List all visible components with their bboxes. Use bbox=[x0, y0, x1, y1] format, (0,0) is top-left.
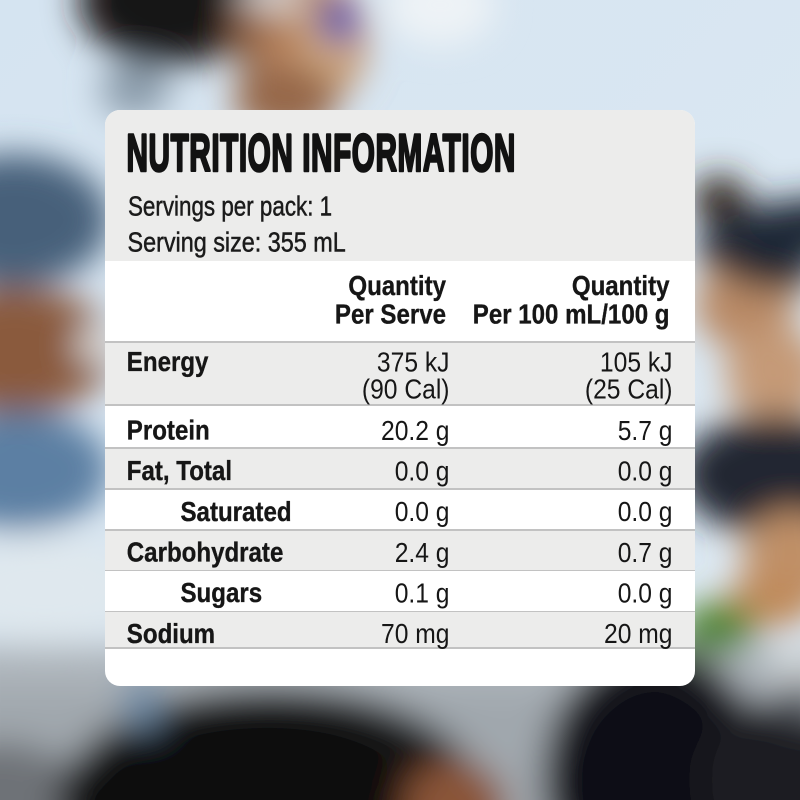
svg-text:20.2 g: 20.2 g bbox=[381, 415, 449, 447]
svg-text:0.0 g: 0.0 g bbox=[618, 496, 673, 528]
svg-text:375 kJ: 375 kJ bbox=[377, 346, 450, 378]
svg-text:0.7 g: 0.7 g bbox=[618, 537, 673, 569]
svg-text:0.0 g: 0.0 g bbox=[618, 455, 673, 487]
svg-text:NUTRITION INFORMATION: NUTRITION INFORMATION bbox=[127, 124, 516, 183]
svg-text:Protein: Protein bbox=[127, 414, 210, 446]
svg-text:Per Serve: Per Serve bbox=[335, 298, 446, 330]
svg-text:(25 Cal): (25 Cal) bbox=[585, 373, 673, 405]
svg-text:Sugars: Sugars bbox=[181, 576, 263, 608]
svg-text:0.0 g: 0.0 g bbox=[395, 496, 450, 528]
svg-text:70 mg: 70 mg bbox=[381, 618, 449, 650]
svg-text:Saturated: Saturated bbox=[181, 495, 292, 527]
svg-text:Sodium: Sodium bbox=[127, 617, 215, 649]
svg-text:Fat, Total: Fat, Total bbox=[127, 454, 232, 486]
svg-text:(90 Cal): (90 Cal) bbox=[362, 373, 450, 405]
svg-text:Per 100 mL/100 g: Per 100 mL/100 g bbox=[473, 298, 670, 330]
svg-text:0.1 g: 0.1 g bbox=[395, 577, 450, 609]
svg-text:0.0 g: 0.0 g bbox=[395, 455, 450, 487]
svg-text:Servings per pack: 1: Servings per pack: 1 bbox=[128, 191, 332, 222]
svg-text:Energy: Energy bbox=[127, 345, 209, 377]
svg-text:Quantity: Quantity bbox=[348, 269, 446, 301]
svg-text:5.7 g: 5.7 g bbox=[618, 415, 673, 447]
svg-text:20 mg: 20 mg bbox=[604, 618, 672, 650]
svg-text:105 kJ: 105 kJ bbox=[600, 346, 673, 378]
svg-text:Serving size: 355 mL: Serving size: 355 mL bbox=[128, 228, 346, 258]
svg-text:0.0 g: 0.0 g bbox=[618, 577, 673, 609]
svg-text:Quantity: Quantity bbox=[572, 269, 670, 301]
svg-text:2.4 g: 2.4 g bbox=[395, 537, 450, 569]
svg-text:Carbohydrate: Carbohydrate bbox=[127, 536, 284, 568]
